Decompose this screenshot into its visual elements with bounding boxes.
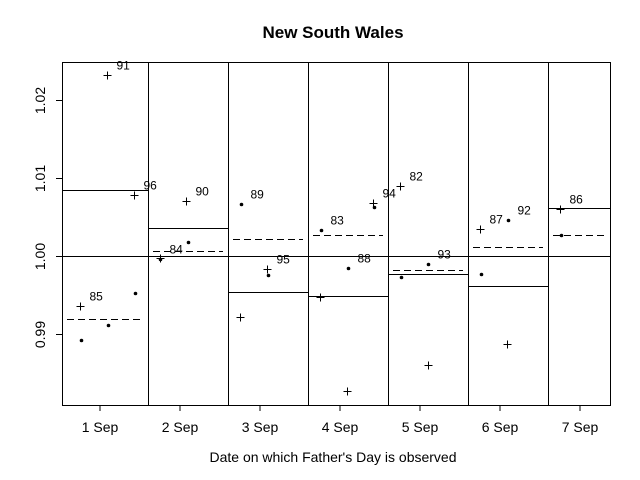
point-dot	[319, 228, 324, 233]
point-plus	[103, 71, 112, 80]
x-tick-label: 2 Sep	[162, 419, 199, 435]
point-dot	[426, 262, 431, 267]
point-plus	[76, 302, 85, 311]
point-dot	[346, 266, 351, 271]
point-plus	[182, 197, 191, 206]
point-plus	[556, 205, 565, 214]
x-tick-label: 3 Sep	[242, 419, 279, 435]
point-label: 88	[358, 252, 372, 266]
x-tick-label: 5 Sep	[402, 419, 439, 435]
point-dot	[239, 202, 244, 207]
point-plus	[263, 265, 272, 274]
point-label: 86	[570, 193, 584, 207]
x-tick-label: 6 Sep	[482, 419, 519, 435]
point-plus	[503, 340, 512, 349]
point-plus	[130, 191, 139, 200]
point-label: 85	[90, 290, 104, 304]
point-label: 84	[170, 243, 184, 257]
point-dot	[79, 338, 84, 343]
point-dot	[266, 273, 271, 278]
point-plus	[236, 313, 245, 322]
y-tick-label: 1.00	[32, 243, 48, 270]
x-tick-label: 4 Sep	[322, 419, 359, 435]
point-dot	[559, 233, 564, 238]
x-tick-label: 1 Sep	[82, 419, 119, 435]
plot-frame	[62, 62, 611, 406]
point-label: 95	[277, 253, 291, 267]
point-label: 96	[144, 179, 158, 193]
point-plus	[476, 225, 485, 234]
chart-title: New South Wales	[262, 23, 403, 42]
point-label: 90	[196, 185, 210, 199]
point-label: 83	[331, 214, 345, 228]
x-axis-label: Date on which Father's Day is observed	[209, 449, 456, 465]
point-label: 87	[490, 213, 504, 227]
point-dot	[133, 291, 138, 296]
point-label: 82	[410, 170, 424, 184]
point-plus	[343, 387, 352, 396]
point-dot	[506, 218, 511, 223]
point-dot	[158, 257, 163, 262]
point-plus	[424, 361, 433, 370]
point-plus	[316, 293, 325, 302]
point-plus	[396, 182, 405, 191]
y-tick-label: 0.99	[32, 321, 48, 348]
point-dot	[372, 205, 377, 210]
point-label: 93	[438, 248, 452, 262]
point-label: 94	[383, 187, 397, 201]
point-dot	[106, 323, 111, 328]
point-dot	[399, 275, 404, 280]
plot-area: 1 Sep 2 Sep 3 Sep 4 Sep 5 Sep 6 Sep 7 Sep 0.99 1…	[32, 59, 611, 435]
y-tick-label: 1.01	[32, 165, 48, 192]
point-dot	[186, 240, 191, 245]
point-label: 91	[117, 59, 131, 73]
x-tick-label: 7 Sep	[562, 419, 599, 435]
y-tick-label: 1.02	[32, 87, 48, 114]
point-label: 89	[251, 188, 265, 202]
point-label: 92	[518, 204, 532, 218]
point-dot	[479, 272, 484, 277]
